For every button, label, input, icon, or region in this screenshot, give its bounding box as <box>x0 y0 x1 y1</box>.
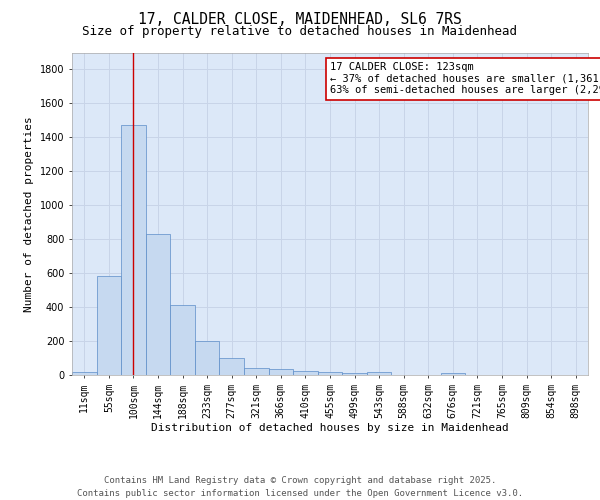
Bar <box>72 372 97 375</box>
Text: Contains HM Land Registry data © Crown copyright and database right 2025.
Contai: Contains HM Land Registry data © Crown c… <box>77 476 523 498</box>
Y-axis label: Number of detached properties: Number of detached properties <box>24 116 34 312</box>
Text: 17 CALDER CLOSE: 123sqm
← 37% of detached houses are smaller (1,361)
63% of semi: 17 CALDER CLOSE: 123sqm ← 37% of detache… <box>330 62 600 96</box>
Text: 17, CALDER CLOSE, MAIDENHEAD, SL6 7RS: 17, CALDER CLOSE, MAIDENHEAD, SL6 7RS <box>138 12 462 28</box>
Bar <box>244 368 269 375</box>
Bar <box>318 372 342 375</box>
X-axis label: Distribution of detached houses by size in Maidenhead: Distribution of detached houses by size … <box>151 424 509 434</box>
Bar <box>195 341 220 375</box>
Bar <box>293 371 318 375</box>
Bar <box>121 126 146 375</box>
Bar <box>97 276 121 375</box>
Bar <box>220 358 244 375</box>
Bar <box>440 374 465 375</box>
Bar <box>342 374 367 375</box>
Bar <box>170 304 195 375</box>
Bar <box>269 368 293 375</box>
Text: Size of property relative to detached houses in Maidenhead: Size of property relative to detached ho… <box>83 25 517 38</box>
Bar <box>146 234 170 375</box>
Bar <box>367 372 391 375</box>
